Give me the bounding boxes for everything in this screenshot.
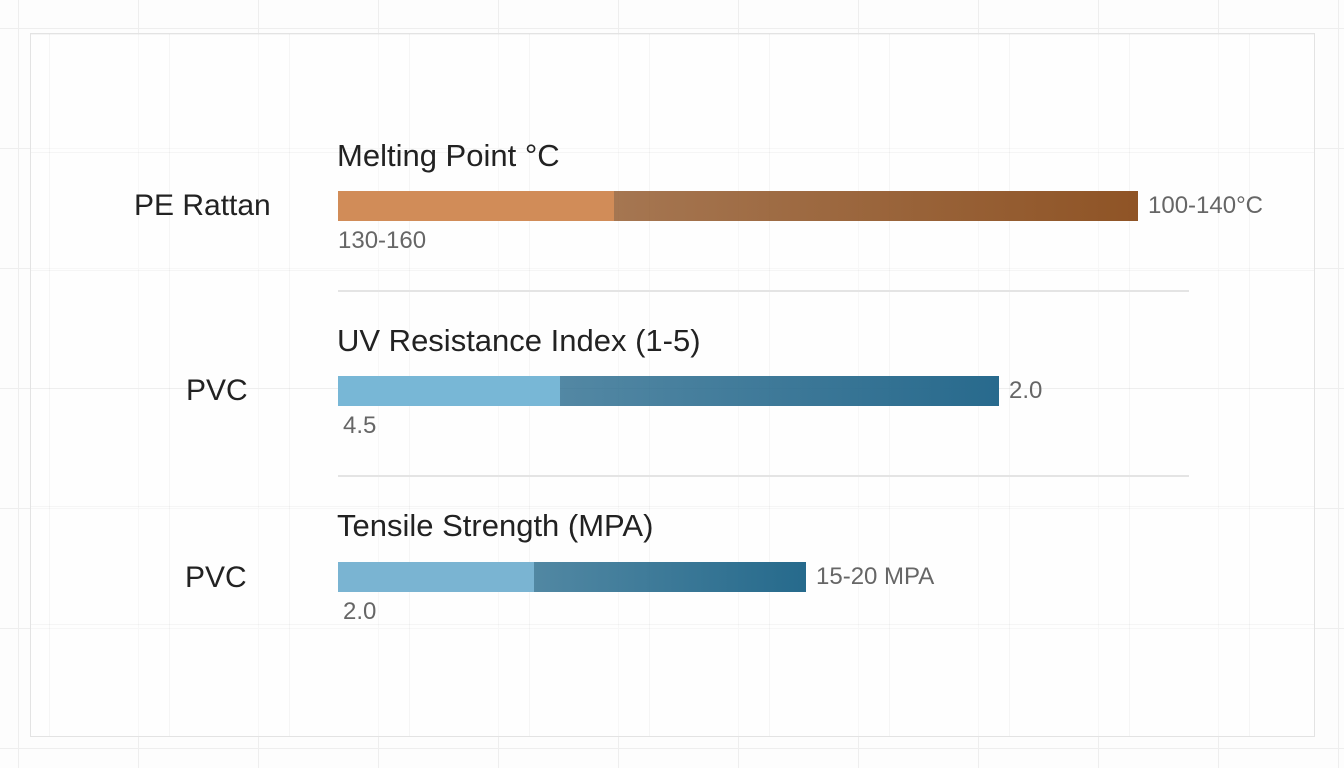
bar-segment-light [338, 191, 614, 221]
metric-title: UV Resistance Index (1-5) [337, 323, 701, 358]
bar [338, 191, 1138, 221]
bar-segment-dark [614, 191, 1138, 221]
bar-value-label: 100-140°C [1148, 192, 1264, 219]
category-label: PE Rattan [134, 189, 271, 222]
section-divider [338, 475, 1189, 477]
section-divider [338, 290, 1189, 292]
bar-segment-dark [560, 376, 999, 406]
category-label: PVC [186, 374, 248, 407]
bar-sub-label: 2.0 [343, 598, 377, 625]
bar-segment-light [338, 562, 534, 592]
bar-value-label: 2.0 [1009, 377, 1043, 404]
bar-sub-label: 4.5 [343, 412, 377, 439]
bar-value-label: 15-20 MPA [816, 563, 935, 590]
category-label: PVC [185, 561, 247, 594]
metric-title: Tensile Strength (MPA) [337, 508, 654, 543]
bar [338, 376, 999, 406]
metric-section-tensile-strength: Tensile Strength (MPA) PVC 15-20 MPA 2.0 [0, 0, 1344, 625]
metric-title: Melting Point °C [337, 138, 560, 173]
metric-section-melting-point: Melting Point °C PE Rattan 100-140°C 130… [0, 0, 1344, 254]
bar-segment-dark [534, 562, 806, 592]
bar-segment-light [338, 376, 560, 406]
bar-sub-label: 130-160 [338, 227, 427, 254]
bar [338, 562, 806, 592]
metric-section-uv-resistance: UV Resistance Index (1-5) PVC 2.0 4.5 [0, 0, 1344, 439]
